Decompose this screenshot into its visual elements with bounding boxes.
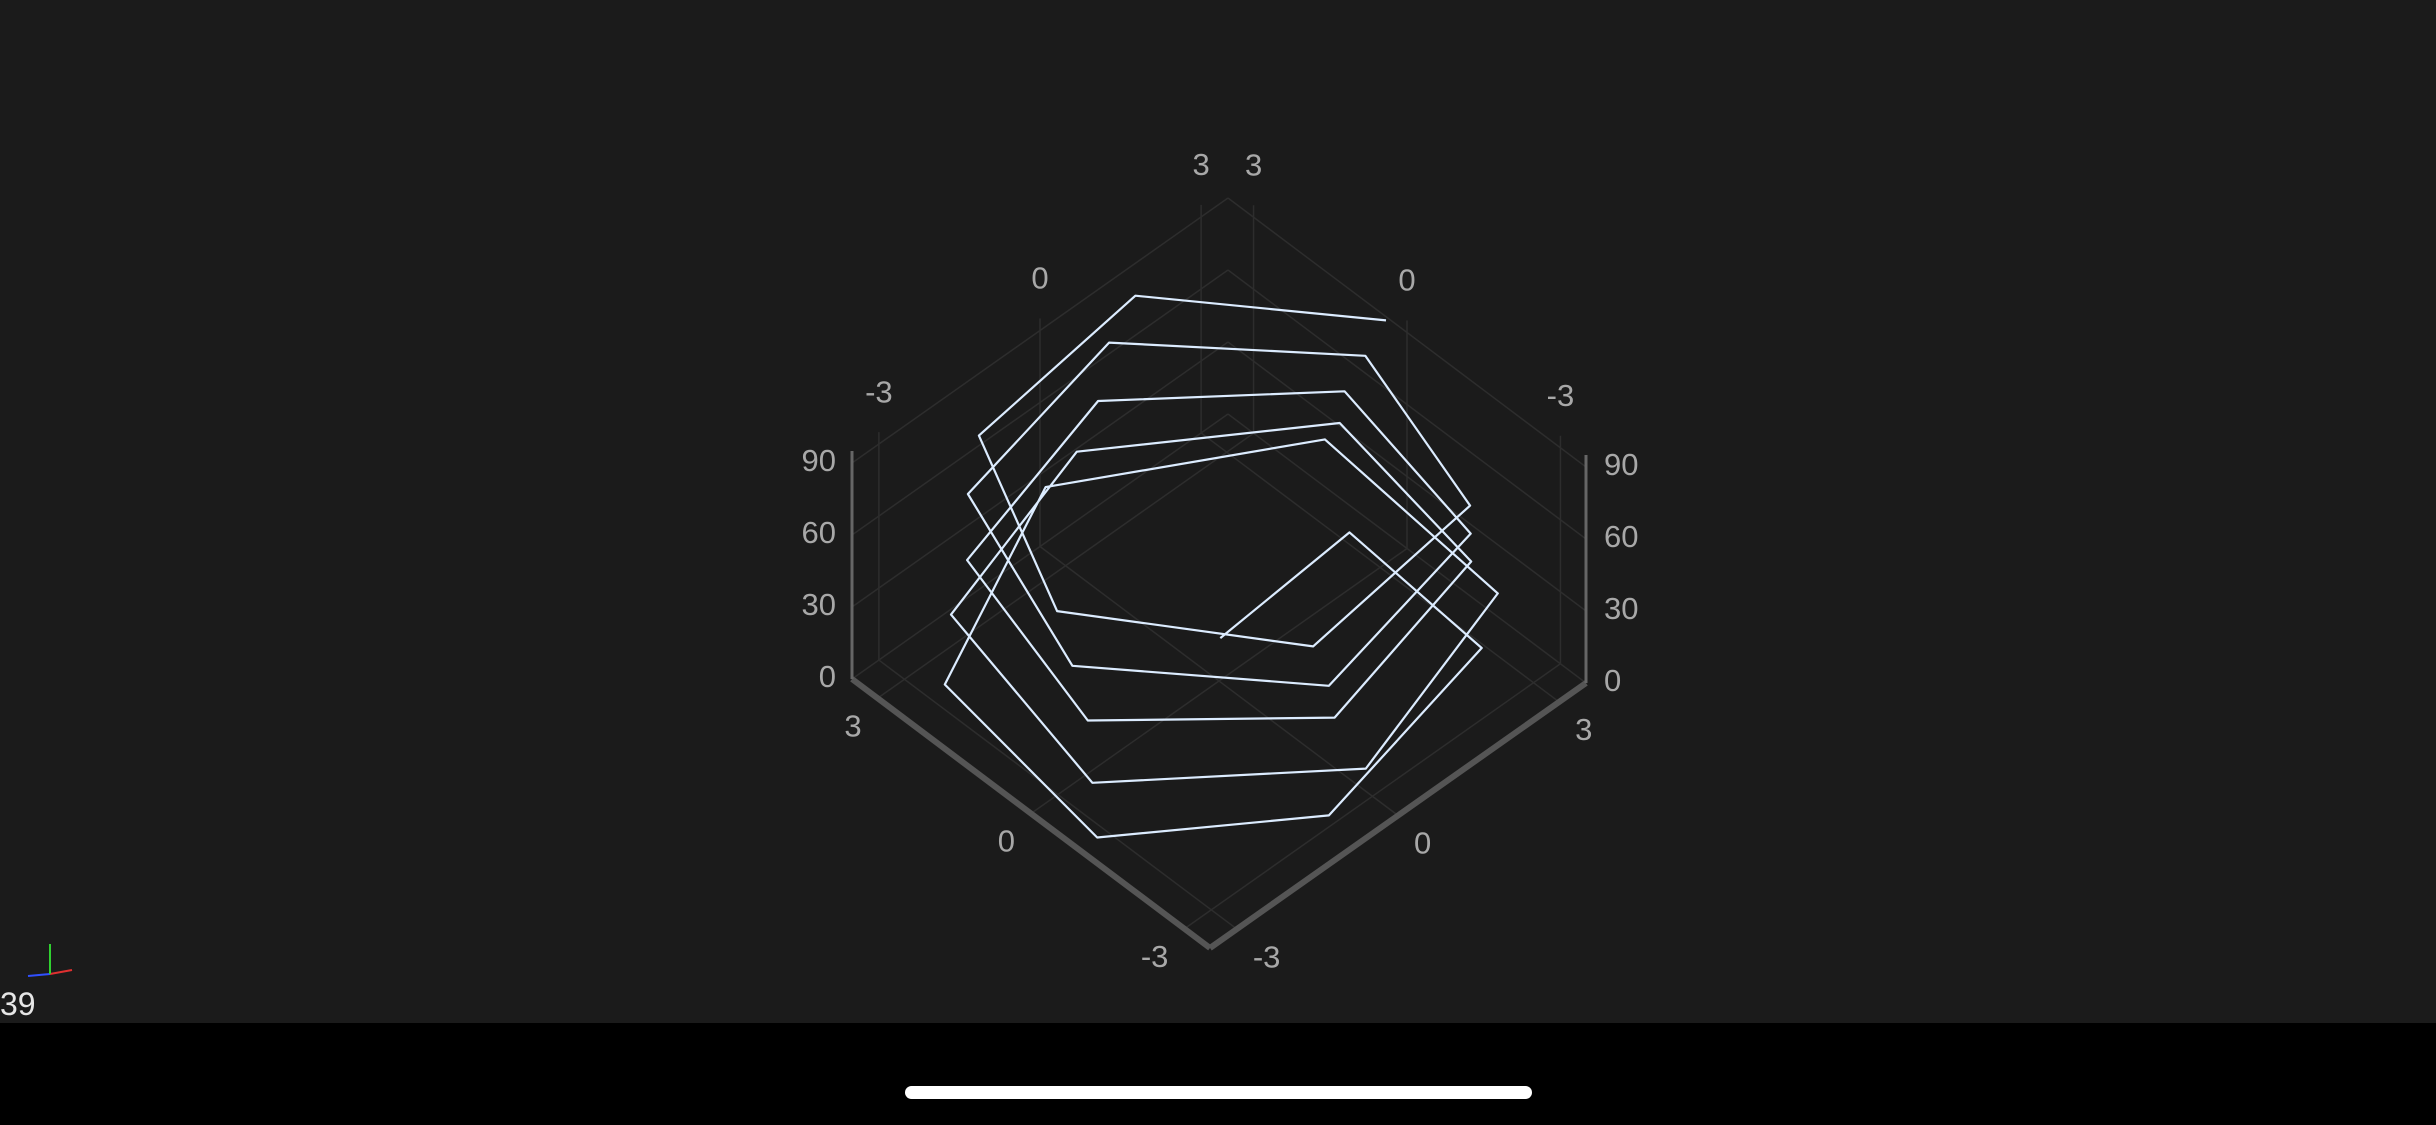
grid-layer [851,197,1587,930]
y-tick-label-top: 3 [1245,147,1262,182]
series-line-0 [943,294,1499,839]
x-tick-label: 0 [1414,826,1431,861]
series-layer [943,294,1499,839]
y-axis-line [850,676,1212,951]
x-axis-line [1208,680,1588,951]
z-tick-label-left: 60 [802,515,836,550]
y-tick-label-top: 0 [1398,263,1415,298]
y-tick-label: 3 [844,708,861,743]
z-tick-label-left: 30 [802,587,836,622]
floor-grid-line [1030,547,1408,815]
y-tick-label-top: -3 [1547,378,1575,413]
floor-grid-line [1183,663,1561,930]
gizmo-z-axis [27,973,51,977]
x-tick-label: 3 [1575,712,1592,747]
3d-viewport[interactable]: -3 -3 0 0 3 3 -3 -3 0 0 3 3 0 0 30 30 60 60 90 90 [0,0,2436,1023]
home-indicator[interactable] [905,1086,1532,1099]
z-tick-label-right: 60 [1604,519,1638,554]
z-tick-label-left: 0 [819,659,836,694]
x-tick-label-top: -3 [865,374,893,409]
x-tick-label-top: 0 [1031,261,1048,296]
x-tick-label: -3 [1253,939,1281,974]
x-tick-label-top: 3 [1193,147,1210,182]
y-tick-label: -3 [1141,939,1169,974]
axes-gizmo-icon [27,944,73,977]
z-tick-label-right: 0 [1604,663,1621,698]
fps-counter: 39 [0,986,36,1022]
floor-grid-line [877,432,1255,699]
gizmo-x-axis [49,969,73,975]
z-tick-label-right: 90 [1604,447,1638,482]
y-tick-label: 0 [998,824,1015,859]
bottom-bar [0,1023,2436,1125]
z-tick-label-right: 30 [1604,591,1638,626]
z-tick-label-left: 90 [802,443,836,478]
axis-layer [850,451,1588,951]
